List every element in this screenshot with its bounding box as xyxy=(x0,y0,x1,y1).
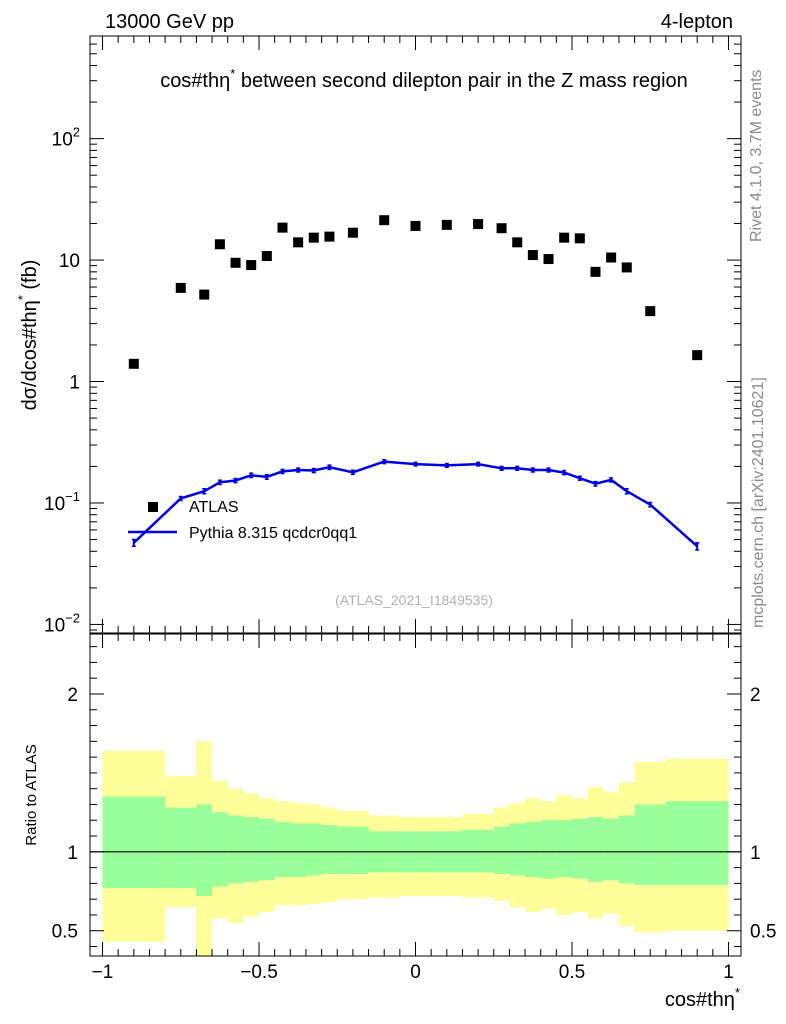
atlas-data-point xyxy=(574,233,585,244)
stat-band-bin xyxy=(165,807,197,889)
main-plot-marks xyxy=(128,215,703,551)
atlas-data-point xyxy=(379,215,390,226)
atlas-data-point xyxy=(590,266,601,277)
ratio-y-tick-label-right: 1 xyxy=(750,843,761,864)
stat-band-bin xyxy=(227,815,244,884)
stat-band-bin xyxy=(243,817,260,882)
plot-title: cos#thη* between second dilepton pair in… xyxy=(160,66,688,92)
stat-band-bin xyxy=(259,818,275,881)
y-tick-label: 1 xyxy=(69,373,80,394)
atlas-data-point xyxy=(645,306,656,317)
atlas-data-point xyxy=(473,219,484,230)
main-plot-axes: 102 10 1 10−1 10−2 xyxy=(44,35,741,636)
stat-band-bin xyxy=(556,820,572,878)
stat-band-bin xyxy=(321,824,338,874)
atlas-data-point xyxy=(441,219,452,230)
x-tick-label: −0.5 xyxy=(240,962,278,983)
atlas-data-point xyxy=(347,227,358,238)
y-tick-label: 10−1 xyxy=(44,489,80,515)
stat-band-bin xyxy=(337,826,369,874)
atlas-data-point xyxy=(512,237,523,248)
atlas-data-point xyxy=(246,260,257,271)
x-tick-label: 1 xyxy=(723,962,734,983)
ratio-plot-panel: −1 −0.5 0 0.5 1 0.5 0.5 1 1 2 2 Ratio to ATLAS cos… xyxy=(23,633,776,1011)
stat-band-bin xyxy=(305,823,322,876)
stat-band-bin xyxy=(618,815,635,884)
legend: ATLAS Pythia 8.315 qcdcr0qq1 xyxy=(128,499,357,542)
ratio-y-tick-label: 1 xyxy=(67,843,78,864)
y-axis-label: dσ/dcos#thη* (fb) xyxy=(15,260,41,411)
stat-band-bin xyxy=(196,804,213,897)
atlas-data-point xyxy=(496,223,507,234)
atlas-data-point xyxy=(128,358,139,369)
atlas-data-point xyxy=(606,252,617,263)
stat-band-bin xyxy=(493,826,510,874)
rivet-version-label: Rivet 4.1.0, 3.7M events xyxy=(748,69,765,242)
y-tick-label: 102 xyxy=(52,125,80,151)
stat-band-bin xyxy=(462,829,494,873)
stat-band-bin xyxy=(274,821,291,878)
main-plot-frame xyxy=(89,35,742,634)
analysis-reference-label: (ATLAS_2021_I1849535) xyxy=(335,592,493,608)
atlas-data-point xyxy=(692,350,703,361)
x-axis-label: cos#thη* xyxy=(665,985,740,1011)
stat-band-bin xyxy=(102,796,166,889)
stat-band-bin xyxy=(634,804,666,885)
ratio-y-tick-label: 2 xyxy=(67,685,78,706)
atlas-data-point xyxy=(527,250,538,261)
legend-pythia-label: Pythia 8.315 qcdcr0qq1 xyxy=(189,525,357,542)
atlas-data-point xyxy=(559,232,570,243)
main-plot-panel: 102 10 1 10−1 10−2 cos#thη* between second d… xyxy=(15,35,742,636)
x-tick-label: 0 xyxy=(410,962,421,983)
legend-atlas-marker xyxy=(148,502,158,512)
atlas-data-point xyxy=(621,262,632,273)
ratio-plot-marks xyxy=(90,741,741,956)
atlas-data-point xyxy=(308,232,319,243)
atlas-data-point xyxy=(543,254,554,265)
y-tick-label: 10−2 xyxy=(44,610,80,636)
atlas-data-point xyxy=(230,257,241,268)
stat-band-bin xyxy=(540,820,557,879)
atlas-data-point xyxy=(199,289,210,300)
stat-band-bin xyxy=(587,817,604,882)
x-tick-label: −1 xyxy=(92,962,114,983)
stat-band-bin xyxy=(665,801,729,885)
ratio-y-axis-label: Ratio to ATLAS xyxy=(23,744,40,845)
atlas-data-point xyxy=(277,222,288,233)
stat-band-bin xyxy=(603,818,619,881)
y-tick-label: 10 xyxy=(59,251,80,272)
ratio-y-tick-label-right: 0.5 xyxy=(750,922,776,943)
x-tick-label: 0.5 xyxy=(559,962,585,983)
legend-atlas-label: ATLAS xyxy=(189,499,239,516)
stat-band-bin xyxy=(290,823,306,878)
atlas-data-point xyxy=(410,220,421,231)
atlas-data-point xyxy=(324,231,335,242)
ratio-y-tick-label-right: 2 xyxy=(750,685,761,706)
atlas-data-point xyxy=(293,237,304,248)
mcplots-source-label: mcplots.cern.ch [arXiv:2401.10621] xyxy=(750,377,767,628)
stat-band-bin xyxy=(509,823,526,876)
stat-band-bin xyxy=(525,821,541,878)
stat-band-bin xyxy=(571,818,588,879)
atlas-data-point xyxy=(214,239,225,250)
atlas-data-point xyxy=(261,251,272,262)
stat-band-bin xyxy=(212,812,228,887)
ratio-plot-axes: −1 −0.5 0 0.5 1 0.5 0.5 1 1 2 2 xyxy=(52,634,776,983)
header-right-label: 4-lepton xyxy=(661,11,733,33)
header-left-label: 13000 GeV pp xyxy=(105,11,234,33)
ratio-y-tick-label: 0.5 xyxy=(52,922,78,943)
ratio-plot-frame xyxy=(89,633,742,957)
atlas-data-point xyxy=(175,282,186,293)
